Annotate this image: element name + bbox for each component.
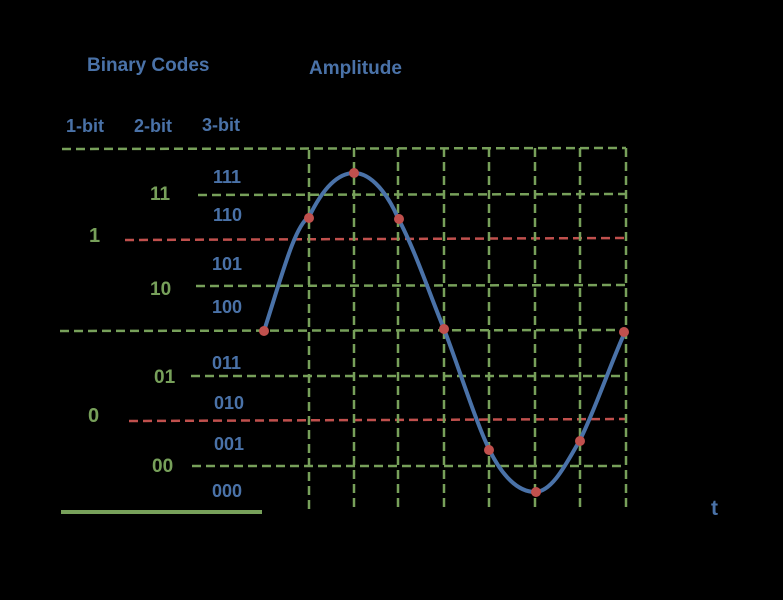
code-1bit-1: 1	[89, 225, 101, 247]
code-2bit-01: 01	[154, 367, 176, 388]
code-2bit-00: 00	[152, 456, 174, 477]
code-2bit-10: 10	[150, 279, 172, 300]
code-3bit-010: 010	[214, 393, 245, 413]
sample-points	[259, 168, 629, 497]
code-3bit-100: 100	[212, 297, 243, 317]
time-axis-label: t	[711, 497, 718, 520]
threshold-lines	[124, 236, 627, 423]
code-3bit-001: 001	[214, 434, 245, 454]
column-header-1bit: 1-bit	[66, 116, 104, 136]
amplitude-heading: Amplitude	[309, 58, 402, 79]
code-3bit-000: 000	[212, 481, 243, 501]
code-3bit-011: 011	[212, 353, 242, 373]
code-2bit-11: 11	[150, 184, 171, 205]
column-header-3bit: 3-bit	[202, 115, 240, 135]
code-3bit-111: 111	[213, 167, 242, 187]
code-1bit-0: 0	[88, 405, 100, 427]
horizontal-grid	[59, 146, 627, 468]
binary-codes-heading: Binary Codes	[87, 55, 210, 76]
code-3bit-101: 101	[212, 254, 243, 274]
column-header-2bit: 2-bit	[134, 116, 172, 136]
code-3bit-110: 110	[213, 205, 243, 225]
